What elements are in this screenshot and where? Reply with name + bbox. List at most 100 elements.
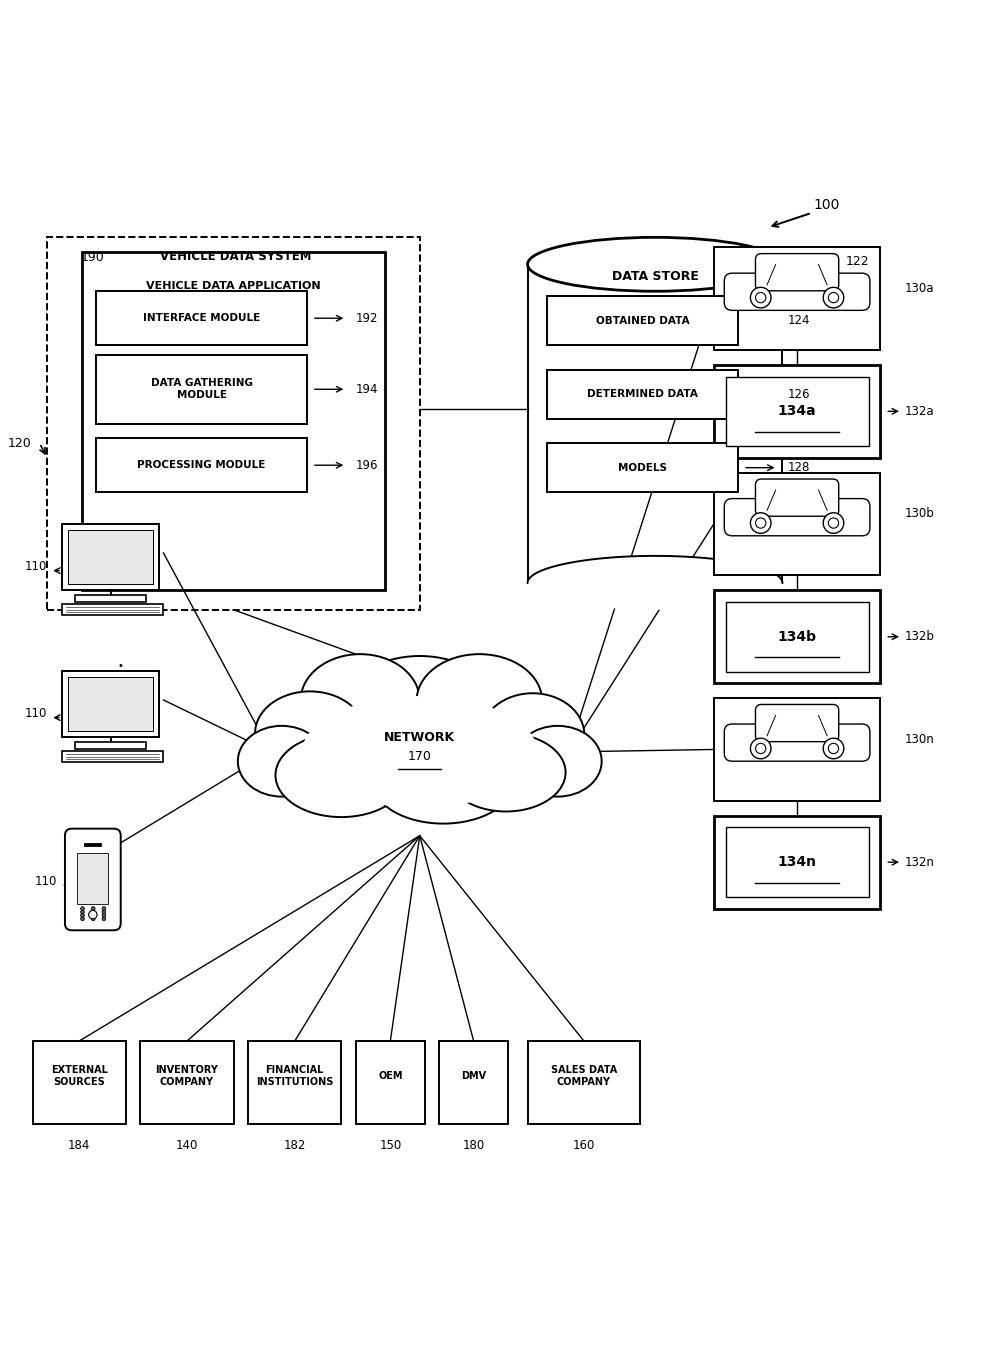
Text: SALES DATA
COMPANY: SALES DATA COMPANY: [551, 1065, 617, 1087]
Circle shape: [91, 911, 95, 913]
Circle shape: [750, 287, 771, 308]
Ellipse shape: [255, 691, 365, 775]
Text: INVENTORY
COMPANY: INVENTORY COMPANY: [156, 1065, 218, 1087]
FancyBboxPatch shape: [755, 480, 838, 516]
Circle shape: [102, 913, 106, 917]
Text: OEM: OEM: [379, 1071, 402, 1082]
Ellipse shape: [238, 726, 326, 796]
Text: 122: 122: [846, 256, 870, 268]
Circle shape: [755, 292, 766, 303]
Bar: [547, 369, 738, 419]
Text: EXTERNAL
SOURCES: EXTERNAL SOURCES: [51, 1065, 108, 1087]
Text: 110: 110: [25, 707, 48, 719]
Bar: [714, 590, 880, 683]
FancyBboxPatch shape: [724, 273, 870, 310]
Text: VEHICLE DATA SYSTEM: VEHICLE DATA SYSTEM: [160, 251, 311, 264]
FancyBboxPatch shape: [65, 828, 121, 931]
Circle shape: [755, 744, 766, 753]
Circle shape: [824, 513, 843, 533]
Bar: [62, 671, 159, 737]
Bar: [547, 296, 738, 345]
Text: 100: 100: [814, 198, 839, 211]
Text: 160: 160: [573, 1140, 596, 1153]
Text: NETWORK: NETWORK: [385, 730, 455, 744]
Text: FINANCIAL
INSTITUTIONS: FINANCIAL INSTITUTIONS: [256, 1065, 333, 1087]
Text: DATA GATHERING
MODULE: DATA GATHERING MODULE: [151, 379, 253, 400]
Circle shape: [828, 744, 838, 753]
Text: DMV: DMV: [461, 1071, 487, 1082]
Text: VEHICLE DATA APPLICATION: VEHICLE DATA APPLICATION: [147, 282, 321, 291]
Text: •: •: [118, 690, 124, 700]
Bar: [33, 1041, 126, 1125]
Circle shape: [102, 917, 106, 921]
Bar: [96, 291, 307, 345]
FancyBboxPatch shape: [755, 253, 838, 291]
Bar: [248, 1041, 341, 1125]
Circle shape: [88, 911, 97, 919]
Bar: [725, 377, 869, 446]
Circle shape: [750, 738, 771, 758]
Ellipse shape: [373, 740, 514, 823]
Text: 190: 190: [80, 252, 104, 264]
Circle shape: [80, 913, 84, 917]
Ellipse shape: [275, 733, 407, 818]
Bar: [62, 603, 164, 614]
Circle shape: [80, 917, 84, 921]
Text: 134b: 134b: [778, 630, 817, 644]
Text: INTERFACE MODULE: INTERFACE MODULE: [143, 314, 261, 323]
Bar: [547, 443, 738, 492]
FancyBboxPatch shape: [724, 498, 870, 536]
Ellipse shape: [481, 694, 585, 777]
Bar: [527, 264, 783, 583]
Bar: [84, 843, 101, 846]
Text: DETERMINED DATA: DETERMINED DATA: [588, 389, 699, 399]
Text: 184: 184: [68, 1140, 90, 1153]
Bar: [68, 529, 153, 583]
Bar: [75, 595, 146, 602]
Text: 140: 140: [175, 1140, 198, 1153]
Bar: [725, 827, 869, 897]
Bar: [714, 473, 880, 575]
Circle shape: [828, 517, 838, 528]
Text: •: •: [118, 660, 124, 671]
Text: MODELS: MODELS: [618, 462, 667, 473]
Bar: [714, 698, 880, 801]
Circle shape: [91, 913, 95, 917]
Text: 182: 182: [283, 1140, 306, 1153]
Bar: [96, 356, 307, 423]
Text: 110: 110: [25, 559, 48, 572]
Bar: [75, 742, 146, 749]
Ellipse shape: [416, 655, 542, 748]
Text: 130a: 130a: [905, 282, 935, 295]
Ellipse shape: [302, 696, 537, 808]
Bar: [62, 752, 164, 761]
Ellipse shape: [527, 556, 783, 610]
FancyBboxPatch shape: [755, 704, 838, 742]
Text: 128: 128: [787, 461, 810, 474]
Ellipse shape: [527, 237, 783, 291]
Circle shape: [91, 917, 95, 921]
Bar: [714, 816, 880, 909]
Text: 132b: 132b: [905, 630, 935, 644]
Circle shape: [102, 911, 106, 913]
Circle shape: [828, 292, 838, 303]
Text: 126: 126: [787, 388, 810, 400]
Text: 120: 120: [8, 436, 32, 450]
Ellipse shape: [341, 656, 498, 764]
Bar: [77, 854, 108, 904]
Text: 130b: 130b: [905, 508, 935, 520]
Circle shape: [824, 287, 843, 308]
Bar: [62, 524, 159, 590]
Text: 134a: 134a: [778, 404, 817, 419]
Circle shape: [80, 911, 84, 913]
Text: OBTAINED DATA: OBTAINED DATA: [596, 315, 690, 326]
Circle shape: [824, 738, 843, 758]
Ellipse shape: [300, 655, 420, 748]
Circle shape: [102, 907, 106, 911]
Bar: [527, 1041, 640, 1125]
Text: 134n: 134n: [778, 855, 817, 869]
Ellipse shape: [514, 726, 602, 796]
Bar: [714, 365, 880, 458]
Text: PROCESSING MODULE: PROCESSING MODULE: [138, 461, 266, 470]
Bar: [141, 1041, 234, 1125]
